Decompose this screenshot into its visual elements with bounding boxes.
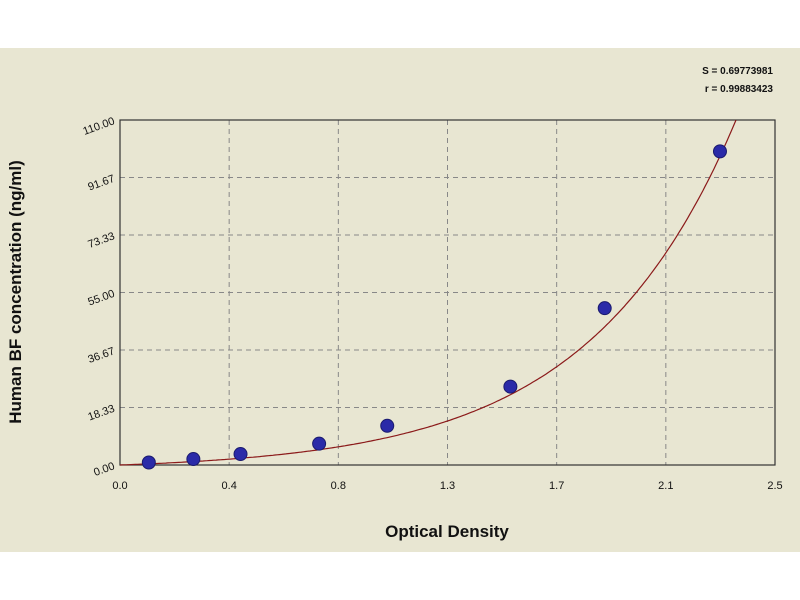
data-point [312,436,327,451]
y-tick-label: 36.67 [86,345,116,366]
y-tick-label: 110.00 [81,115,116,138]
plot-area [119,119,776,466]
y-axis-label: Human BF concentration (ng/ml) [6,160,25,424]
data-point [712,144,727,159]
data-point [503,379,518,394]
x-tick-label: 0.0 [112,480,127,492]
x-axis-ticks: 0.0 0.4 0.8 1.3 1.7 2.1 2.5 [112,480,782,492]
x-tick-label: 2.5 [767,480,782,492]
x-tick-label: 1.3 [440,480,455,492]
grid [120,120,775,465]
fit-curve [119,119,737,466]
y-tick-label: 0.00 [92,460,116,479]
data-point [141,455,156,470]
stat-s: S = 0.69773981 [702,66,773,77]
x-tick-label: 0.8 [331,480,346,492]
stat-r: r = 0.99883423 [705,84,774,95]
y-axis-ticks: 0.00 18.33 36.67 55.00 73.33 91.67 110.00 [81,115,116,479]
x-tick-label: 2.1 [658,480,673,492]
y-tick-label: 91.67 [86,173,116,194]
x-tick-label: 1.7 [549,480,564,492]
x-axis-label: Optical Density [385,522,509,541]
data-point [380,418,395,433]
data-point [233,447,248,462]
data-point [186,452,201,467]
y-tick-label: 55.00 [86,288,116,309]
y-tick-label: 18.33 [86,403,116,424]
data-points [141,144,727,470]
x-tick-label: 0.4 [222,480,237,492]
chart-panel [0,48,800,552]
y-tick-label: 73.33 [86,230,116,251]
data-point [597,301,612,316]
